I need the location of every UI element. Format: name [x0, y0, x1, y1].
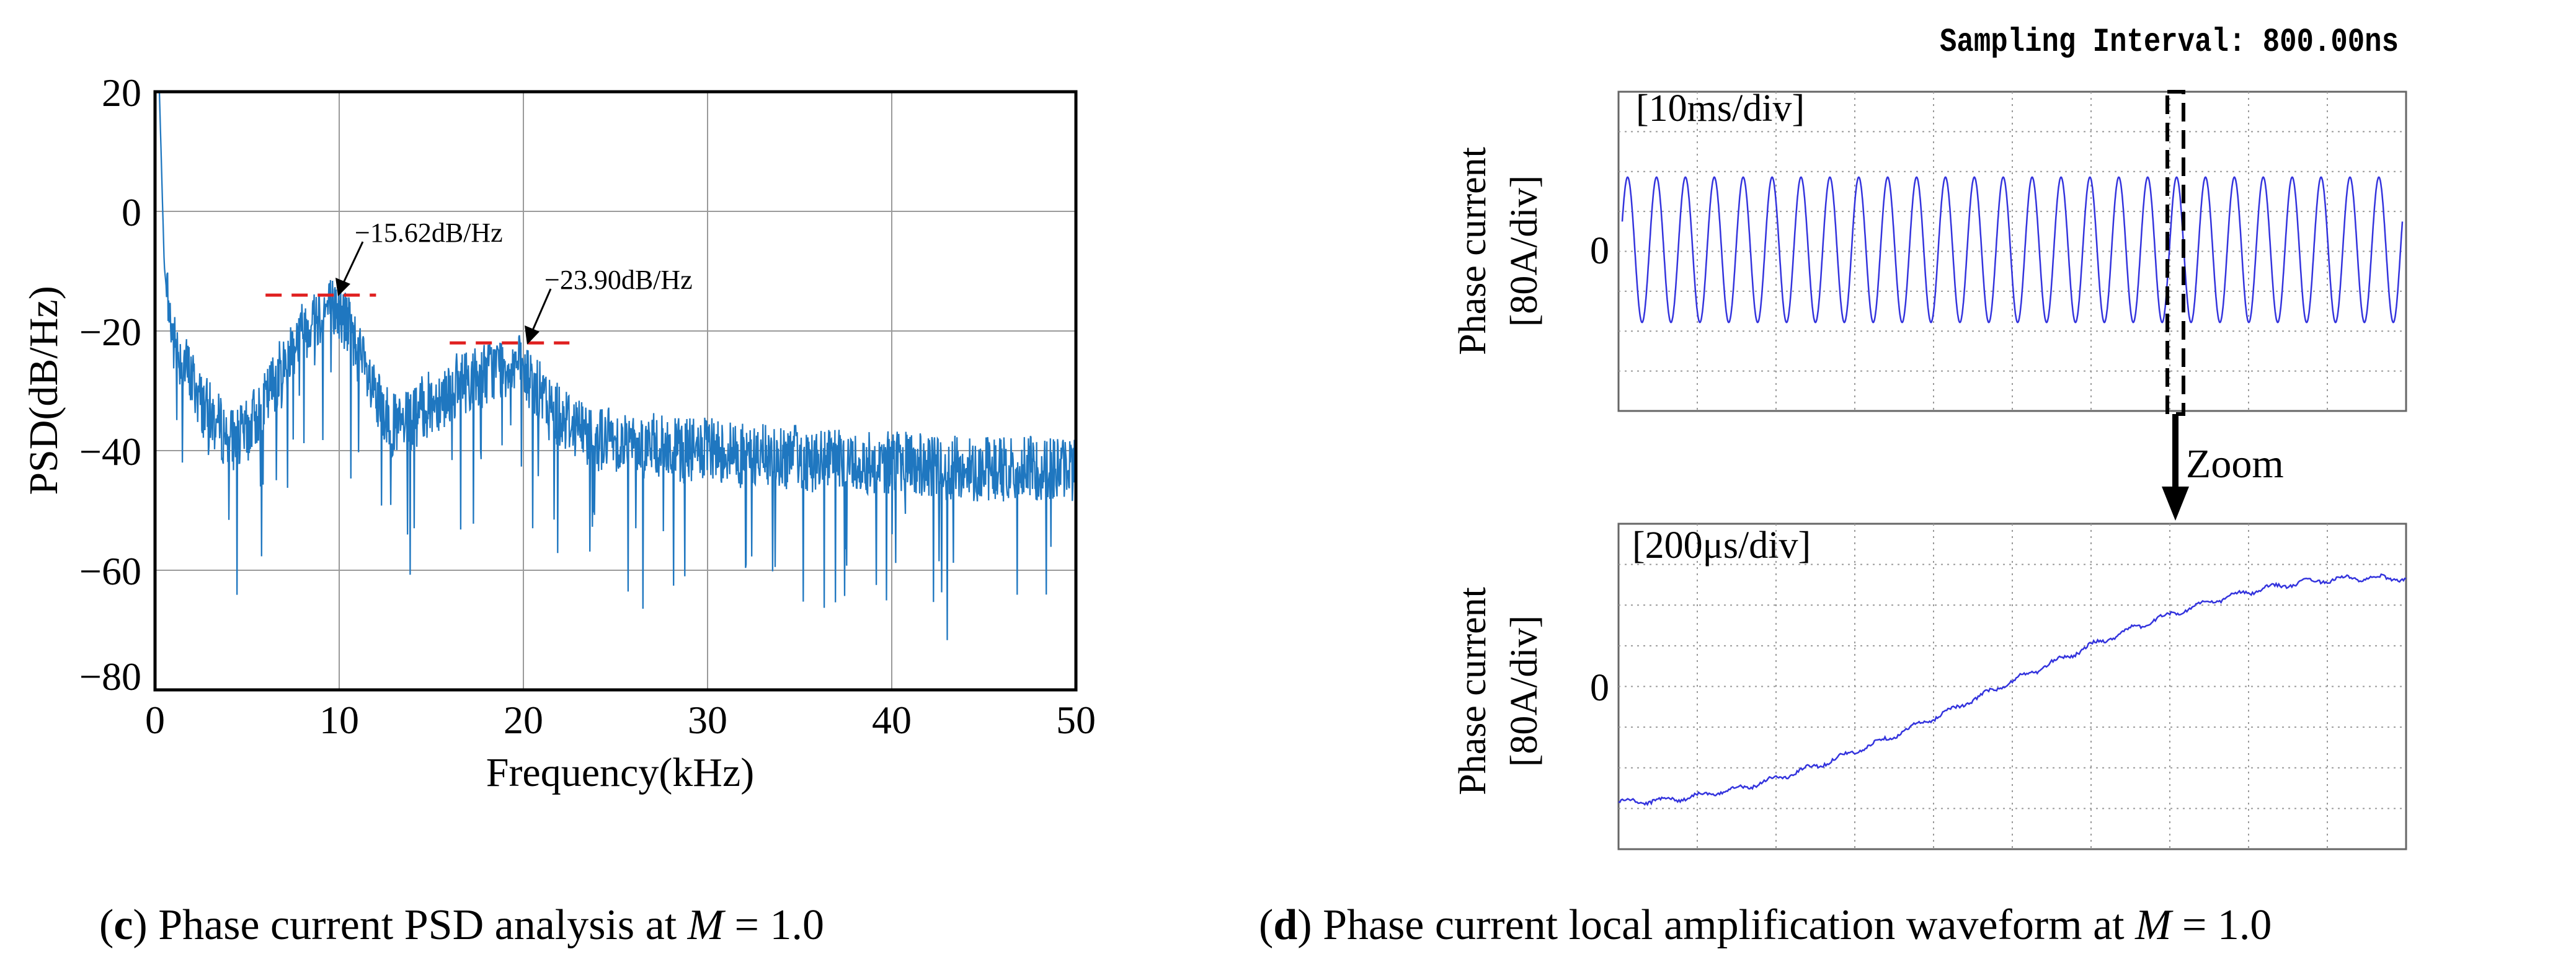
psd-ytick: −40 — [79, 430, 141, 474]
caption-d-var: M — [2134, 901, 2174, 949]
psd-x-axis-label: Frequency(kHz) — [486, 750, 754, 795]
zoom-region-box — [2165, 90, 2185, 416]
waveform-bottom-grid — [1619, 524, 2406, 849]
psd-ytick: 20 — [102, 71, 141, 115]
psd-series — [157, 90, 1077, 640]
waveform-bottom-zero-label: 0 — [1590, 667, 1609, 709]
psd-xtick: 10 — [319, 698, 359, 742]
waveform-top-zero-label: 0 — [1590, 230, 1609, 272]
waveform-bottom: [200μs/div] 0 Phase current [80A/div] — [1452, 523, 2407, 850]
caption-d-text: Phase current local amplification wavefo… — [1312, 901, 2136, 949]
waveform-top-signal — [1621, 176, 2404, 324]
psd-ytick: −80 — [79, 655, 141, 699]
psd-plot-frame — [153, 90, 1078, 692]
caption-c-value: = 1.0 — [724, 901, 824, 949]
psd-xtick: 40 — [872, 698, 912, 742]
psd-xtick: 20 — [504, 698, 543, 742]
caption-c-label: c — [113, 901, 133, 949]
waveform-bottom-signal — [1618, 573, 2407, 806]
caption-d-value: = 1.0 — [2171, 901, 2272, 949]
psd-xtick: 0 — [145, 698, 165, 742]
psd-annotation-text: −23.90dB/Hz — [544, 265, 693, 295]
waveform-top: [10ms/div] 0 Phase current [80A/div] — [1452, 87, 2407, 416]
waveform-top-trace — [1621, 176, 2404, 324]
psd-xtick: 50 — [1056, 698, 1096, 742]
waveform-top-ylabel-line1: Phase current — [1452, 147, 1494, 355]
waveform-bottom-scale-label: [200μs/div] — [1632, 524, 1811, 567]
waveform-bottom-ylabel-line2: [80A/div] — [1503, 615, 1545, 767]
psd-chart: 20 0 −20 −40 −60 −80 0 10 20 30 40 50 Fr… — [21, 71, 1096, 795]
caption-c-var: M — [687, 901, 726, 949]
psd-x-ticks: 0 10 20 30 40 50 — [145, 698, 1096, 742]
psd-annotation-1: −15.62dB/Hz — [335, 218, 503, 296]
waveform-top-ylabel-line2: [80A/div] — [1503, 175, 1545, 327]
psd-y-axis-label: PSD(dB/Hz) — [21, 286, 66, 495]
caption-d: (d) Phase current local amplification wa… — [1259, 901, 2272, 949]
psd-y-ticks: 20 0 −20 −40 −60 −80 — [79, 71, 141, 699]
psd-ytick: 0 — [122, 190, 141, 234]
zoom-arrow: Zoom — [2162, 414, 2284, 521]
psd-xtick: 30 — [688, 698, 727, 742]
psd-ytick: −60 — [79, 549, 141, 593]
caption-c-text: Phase current PSD analysis at — [148, 901, 688, 949]
psd-series-line — [157, 90, 1077, 640]
waveform-top-scale-label: [10ms/div] — [1636, 87, 1805, 130]
sampling-interval-label: Sampling Interval: 800.00ns — [1940, 24, 2399, 61]
zoom-label: Zoom — [2186, 441, 2284, 487]
psd-peak-lines — [265, 293, 570, 345]
psd-annotation-2: −23.90dB/Hz — [525, 265, 693, 345]
caption-d-label: d — [1273, 901, 1297, 949]
waveform-bottom-ylabel-line1: Phase current — [1452, 587, 1494, 795]
waveform-bottom-trace — [1618, 573, 2407, 806]
psd-ytick: −20 — [79, 310, 141, 354]
psd-annotation-text: −15.62dB/Hz — [355, 218, 503, 248]
caption-c: (c) Phase current PSD analysis at M = 1.… — [99, 901, 824, 949]
